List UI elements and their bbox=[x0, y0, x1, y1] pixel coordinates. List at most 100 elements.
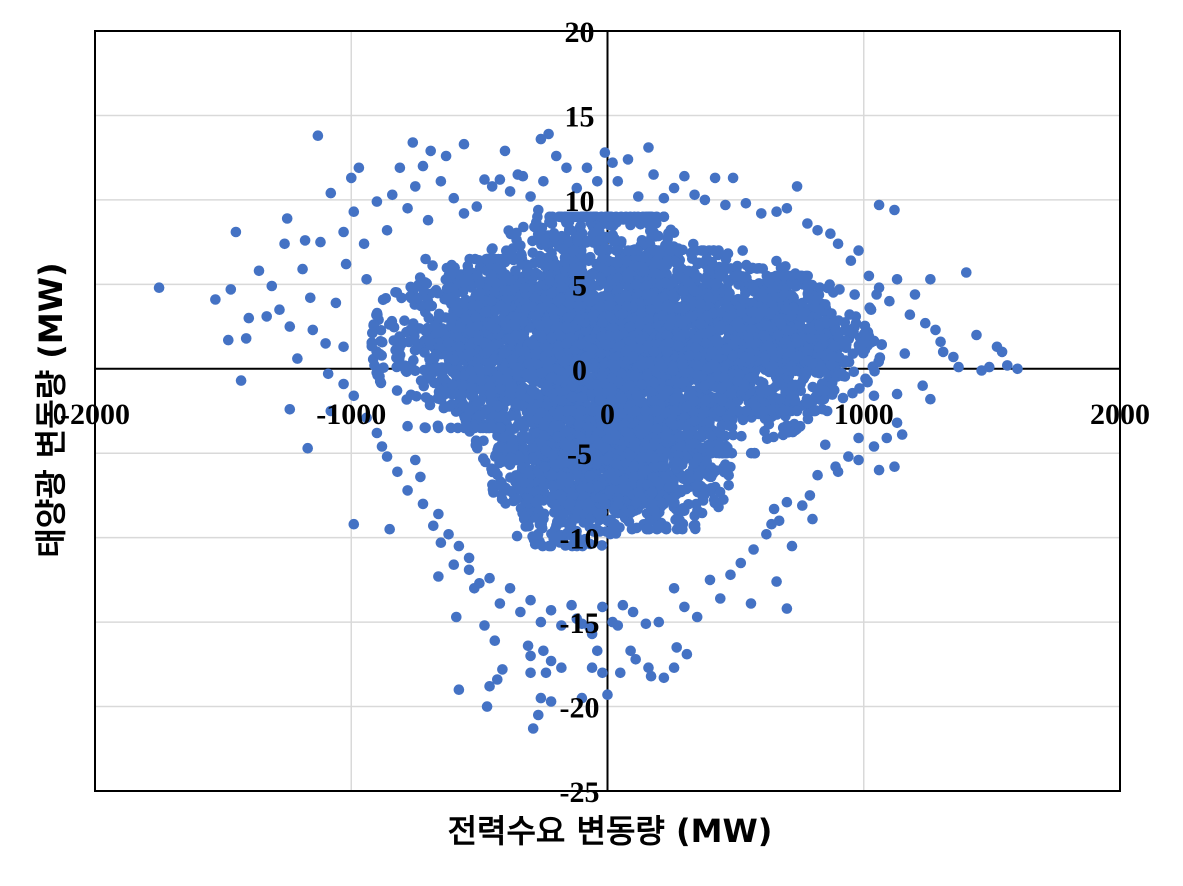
data-point bbox=[434, 326, 445, 338]
data-point bbox=[418, 285, 430, 296]
data-point bbox=[473, 335, 484, 346]
data-point bbox=[418, 364, 430, 376]
data-point bbox=[616, 407, 627, 419]
data-point bbox=[367, 327, 378, 339]
data-point bbox=[559, 256, 571, 268]
data-point bbox=[377, 336, 388, 348]
data-point bbox=[713, 247, 725, 258]
data-point bbox=[500, 285, 511, 296]
data-point bbox=[722, 248, 734, 259]
data-point bbox=[479, 306, 491, 318]
data-point bbox=[495, 422, 506, 434]
data-point bbox=[419, 422, 431, 433]
data-point bbox=[423, 300, 435, 312]
data-point bbox=[594, 272, 606, 283]
data-point bbox=[635, 359, 647, 371]
data-point bbox=[617, 308, 628, 320]
data-point bbox=[575, 220, 586, 232]
data-point bbox=[371, 307, 383, 319]
data-point bbox=[763, 419, 775, 430]
data-point bbox=[659, 261, 670, 273]
data-point bbox=[531, 216, 542, 228]
data-point bbox=[636, 261, 647, 272]
data-point bbox=[420, 392, 432, 403]
data-point bbox=[384, 319, 395, 330]
data-point bbox=[473, 363, 484, 374]
data-point bbox=[555, 293, 566, 305]
data-point bbox=[454, 341, 466, 353]
data-point bbox=[399, 315, 410, 327]
data-point bbox=[620, 290, 632, 301]
data-point bbox=[391, 287, 403, 298]
data-point bbox=[727, 429, 739, 441]
data-point bbox=[572, 235, 583, 247]
data-point bbox=[561, 338, 572, 350]
data-point bbox=[562, 312, 574, 324]
data-point bbox=[422, 322, 433, 334]
data-point bbox=[651, 218, 662, 229]
data-point bbox=[510, 330, 522, 341]
data-point bbox=[521, 266, 533, 278]
data-point bbox=[388, 335, 400, 346]
data-point bbox=[617, 393, 628, 404]
data-point bbox=[635, 334, 646, 345]
data-point bbox=[559, 356, 570, 367]
data-point bbox=[486, 295, 497, 307]
data-point bbox=[409, 365, 421, 377]
data-point bbox=[703, 265, 714, 277]
data-point bbox=[678, 285, 689, 297]
data-point bbox=[377, 294, 389, 306]
data-point bbox=[411, 391, 422, 402]
data-point bbox=[519, 282, 530, 294]
data-point bbox=[502, 374, 513, 386]
data-point bbox=[366, 340, 378, 352]
data-point bbox=[462, 260, 474, 272]
data-point bbox=[485, 396, 497, 407]
data-point bbox=[490, 277, 501, 289]
data-point bbox=[607, 358, 619, 370]
data-point bbox=[574, 314, 585, 325]
data-point bbox=[432, 287, 444, 299]
data-point bbox=[535, 303, 547, 314]
data-point bbox=[486, 244, 498, 255]
data-point bbox=[478, 435, 489, 447]
data-point bbox=[698, 245, 709, 256]
data-point bbox=[541, 342, 553, 354]
data-point bbox=[581, 236, 593, 248]
data-point bbox=[686, 248, 697, 259]
data-point bbox=[466, 382, 477, 394]
data-point bbox=[455, 322, 466, 333]
data-point bbox=[528, 339, 539, 350]
data-point bbox=[660, 277, 671, 289]
data-point bbox=[596, 245, 607, 256]
data-point bbox=[579, 211, 590, 223]
data-point bbox=[504, 387, 516, 398]
data-point bbox=[424, 336, 435, 348]
data-point bbox=[667, 290, 678, 302]
data-point bbox=[427, 260, 438, 271]
data-point bbox=[802, 413, 814, 425]
data-point bbox=[464, 404, 475, 416]
data-point bbox=[588, 294, 599, 305]
data-point bbox=[561, 323, 572, 334]
data-point bbox=[374, 348, 386, 360]
data-point bbox=[654, 360, 666, 371]
data-point bbox=[518, 221, 529, 233]
data-point bbox=[559, 214, 571, 225]
data-point bbox=[593, 223, 604, 234]
data-point bbox=[468, 391, 479, 402]
data-point bbox=[462, 350, 474, 362]
data-point bbox=[612, 257, 623, 269]
data-point bbox=[654, 248, 665, 259]
data-point bbox=[648, 267, 660, 279]
data-point bbox=[681, 401, 692, 413]
data-point bbox=[631, 390, 643, 402]
data-point bbox=[399, 360, 411, 372]
data-point bbox=[437, 367, 448, 379]
data-point bbox=[597, 317, 608, 329]
data-point bbox=[527, 370, 538, 382]
data-point bbox=[444, 401, 455, 412]
data-point bbox=[539, 234, 550, 246]
data-point bbox=[478, 453, 489, 464]
data-point bbox=[507, 433, 518, 445]
